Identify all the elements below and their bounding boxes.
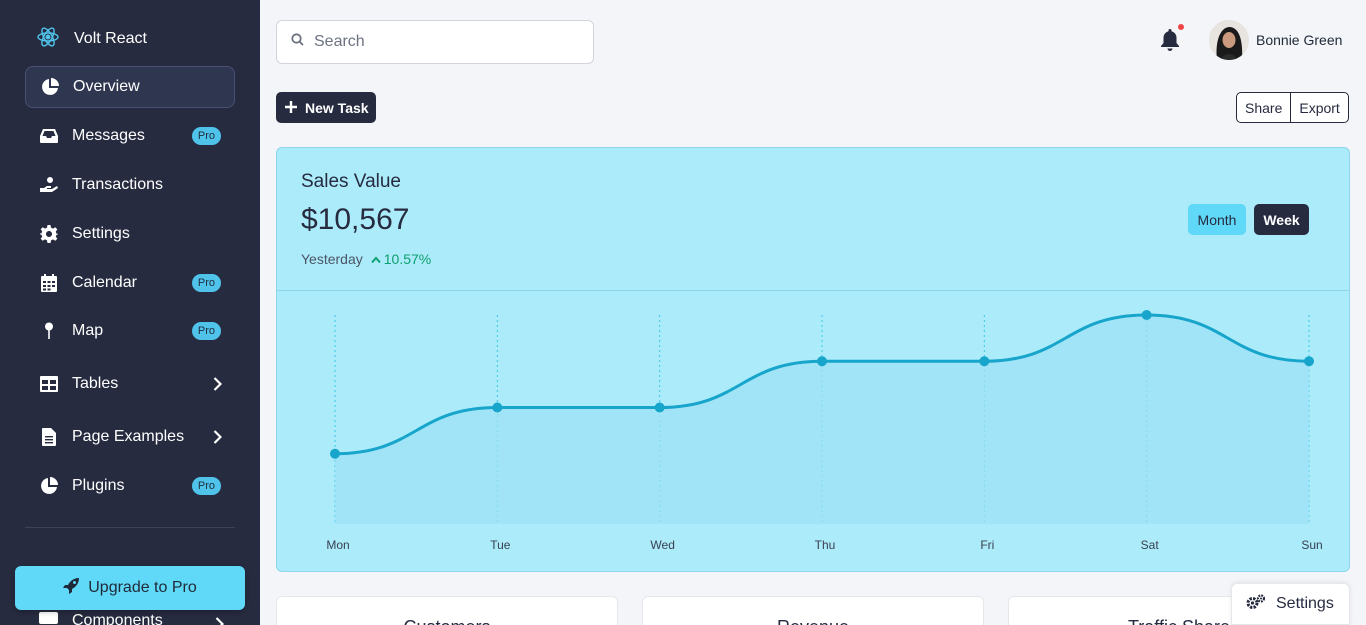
x-tick-label: Sat — [1141, 538, 1160, 552]
data-point — [1141, 310, 1152, 320]
card-title: Sales Value — [301, 171, 401, 192]
x-tick-label: Tue — [490, 538, 511, 552]
card-title: Revenue — [643, 617, 983, 625]
brand[interactable]: Volt React — [36, 26, 147, 52]
table-icon — [39, 375, 58, 394]
x-tick-label: Wed — [650, 538, 674, 552]
search-input[interactable] — [314, 33, 574, 51]
export-button[interactable]: Export — [1290, 93, 1347, 122]
hand-coin-icon — [39, 176, 58, 195]
sidebar-item-page-examples[interactable]: Page Examples — [25, 416, 235, 458]
rocket-icon — [63, 577, 80, 599]
sidebar-item-map[interactable]: Map Pro — [25, 310, 235, 352]
components-icon — [39, 610, 58, 625]
sidebar-item-label: Messages — [72, 127, 145, 144]
user-name[interactable]: Bonnie Green — [1256, 32, 1343, 48]
upgrade-label: Upgrade to Pro — [88, 579, 197, 596]
data-point — [654, 402, 665, 413]
sales-chart: Mon Tue Wed Thu Fri Sat Sun — [326, 310, 1323, 552]
sidebar-item-label: Page Examples — [72, 428, 185, 445]
settings-label: Settings — [1276, 595, 1334, 612]
gears-icon — [1246, 593, 1266, 615]
sidebar-item-messages[interactable]: Messages Pro — [25, 115, 235, 157]
card-title: Traffic Share — [1009, 617, 1349, 625]
data-point — [979, 356, 990, 367]
share-export-group: Share Export — [1236, 92, 1349, 123]
pie-chart-icon — [40, 78, 59, 97]
x-tick-label: Thu — [815, 538, 836, 552]
upgrade-button[interactable]: Upgrade to Pro — [15, 566, 245, 610]
sidebar-item-label: Tables — [72, 375, 119, 392]
sidebar-item-label: Map — [72, 322, 104, 339]
sidebar-item-label: Transactions — [72, 176, 163, 193]
change-indicator: 10.57% — [371, 251, 431, 267]
chevron-right-icon — [213, 430, 223, 449]
pro-badge: Pro — [191, 274, 221, 292]
x-tick-label: Mon — [326, 538, 349, 552]
pie-chart-icon — [39, 477, 58, 496]
sidebar-item-tables[interactable]: Tables — [25, 363, 235, 405]
revenue-card: Revenue — [642, 596, 984, 625]
chevron-up-icon — [371, 251, 381, 267]
change-value: 10.57% — [383, 251, 432, 267]
data-point — [330, 448, 340, 459]
pro-badge: Pro — [191, 322, 221, 340]
chevron-right-icon — [213, 377, 223, 396]
search-box[interactable] — [276, 20, 594, 64]
map-pin-icon — [39, 322, 58, 341]
data-point — [492, 402, 503, 413]
period-label: Yesterday — [301, 251, 363, 267]
x-tick-label: Sun — [1301, 538, 1322, 552]
sales-value-card: Sales Value $10,567 Yesterday 10.57% Mon… — [276, 147, 1350, 572]
week-toggle-button[interactable]: Week — [1254, 204, 1309, 235]
avatar[interactable] — [1209, 20, 1249, 60]
notification-dot — [1178, 24, 1184, 30]
pro-badge: Pro — [191, 127, 221, 145]
x-tick-label: Fri — [980, 538, 994, 552]
sidebar-item-overview[interactable]: Overview — [25, 66, 235, 108]
sidebar: Volt React Overview Messages Pro Transac… — [0, 0, 260, 625]
gear-icon — [39, 225, 58, 244]
customers-card: Customers — [276, 596, 618, 625]
chevron-right-icon — [215, 617, 225, 625]
pro-badge: Pro — [191, 477, 221, 495]
data-point — [1304, 356, 1314, 367]
search-icon — [291, 33, 304, 51]
react-logo-icon — [36, 25, 60, 54]
sales-value: $10,567 — [301, 203, 410, 236]
sidebar-item-plugins[interactable]: Plugins Pro — [25, 465, 235, 507]
inbox-icon — [39, 127, 58, 146]
share-button[interactable]: Share — [1245, 99, 1283, 116]
sidebar-item-calendar[interactable]: Calendar Pro — [25, 262, 235, 304]
settings-floating-button[interactable]: Settings — [1231, 583, 1350, 625]
sales-change-row: Yesterday 10.57% — [301, 251, 431, 267]
month-toggle-button[interactable]: Month — [1188, 204, 1246, 235]
card-divider — [277, 290, 1349, 291]
sidebar-item-label: Components — [72, 611, 163, 625]
card-title: Customers — [277, 617, 617, 625]
calendar-icon — [39, 274, 58, 293]
brand-name: Volt React — [74, 30, 147, 47]
sidebar-divider — [25, 527, 235, 528]
bell-icon[interactable] — [1159, 28, 1181, 52]
sidebar-item-label: Overview — [73, 78, 140, 95]
sidebar-item-components[interactable]: Components — [39, 610, 225, 625]
sidebar-item-settings[interactable]: Settings — [25, 213, 235, 255]
sidebar-item-label: Plugins — [72, 477, 125, 494]
sidebar-item-transactions[interactable]: Transactions — [25, 164, 235, 206]
file-icon — [39, 428, 58, 447]
new-task-button[interactable]: New Task — [276, 92, 376, 123]
series-area — [335, 315, 1309, 524]
data-point — [817, 356, 827, 367]
plus-icon — [285, 100, 297, 116]
new-task-label: New Task — [305, 99, 369, 116]
sidebar-item-label: Settings — [72, 225, 130, 242]
sidebar-item-label: Calendar — [72, 274, 137, 291]
